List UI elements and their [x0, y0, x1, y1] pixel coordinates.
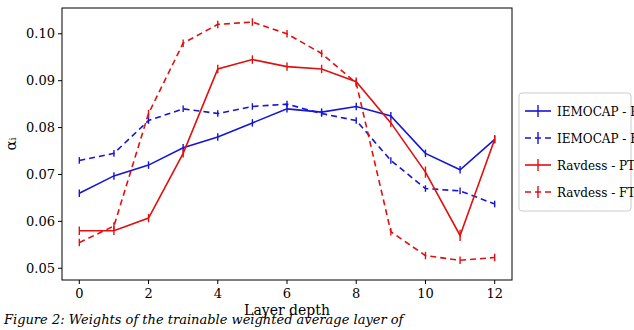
legend-label: Ravdess - FT: [557, 186, 634, 200]
error-bar: [182, 39, 183, 47]
legend-label: IEMOCAP - PT: [557, 105, 634, 119]
x-tick: [425, 280, 426, 284]
x-tick-label: 6: [283, 286, 291, 301]
error-bar: [425, 150, 426, 158]
error-bar: [390, 228, 391, 236]
error-bar: [79, 227, 80, 235]
error-bar: [148, 110, 149, 118]
error-bar: [494, 201, 495, 208]
y-tick: [58, 33, 62, 34]
error-bar: [321, 50, 322, 58]
caption: Figure 2: Weights of the trainable weigh…: [3, 312, 406, 327]
error-bar: [217, 65, 218, 73]
error-bar: [356, 77, 357, 85]
error-bar: [79, 189, 80, 197]
error-bar: [321, 110, 322, 117]
y-tick: [58, 127, 62, 128]
x-tick: [287, 280, 288, 284]
error-bar: [425, 167, 426, 178]
series-line: [79, 60, 494, 236]
legend-swatch-bar: [537, 159, 538, 171]
series-line: [79, 104, 494, 204]
legend-swatch-bar: [537, 132, 538, 144]
error-bar: [286, 101, 287, 108]
error-bar: [252, 103, 253, 110]
x-tick: [494, 280, 495, 284]
legend: IEMOCAP - PT IEMOCAP - FT Ravdess - PT Ravd…: [519, 93, 634, 211]
y-tick: [58, 221, 62, 222]
error-bar: [356, 79, 357, 87]
legend-swatch-bar: [537, 186, 538, 198]
x-tick-label: 10: [417, 286, 434, 301]
series-group: [79, 18, 494, 264]
x-tick: [79, 280, 80, 284]
error-bar: [459, 230, 460, 241]
error-bar: [252, 55, 253, 63]
y-axis-label: αᵢ: [2, 137, 20, 150]
error-bar: [79, 157, 80, 164]
error-bar: [356, 103, 357, 111]
error-bar: [425, 252, 426, 260]
error-bar: [148, 117, 149, 124]
x-tick: [217, 280, 218, 284]
error-bar: [148, 161, 149, 169]
x-tick-label: 4: [214, 286, 222, 301]
error-bar: [217, 133, 218, 141]
legend-swatch-bar: [537, 105, 538, 117]
y-tick-label: 0.10: [26, 26, 55, 41]
y-tick-label: 0.07: [26, 167, 55, 182]
x-tick-label: 8: [352, 286, 360, 301]
error-bar: [459, 257, 460, 265]
error-bar: [113, 150, 114, 157]
legend-label: Ravdess - PT: [557, 159, 634, 173]
error-bar: [321, 108, 322, 116]
y-tick-label: 0.08: [26, 120, 55, 135]
error-bar: [494, 136, 495, 144]
series-line: [79, 106, 494, 193]
error-bar: [494, 135, 495, 143]
error-bar: [217, 21, 218, 29]
error-bar: [113, 222, 114, 230]
y-tick-label: 0.06: [26, 214, 55, 229]
y-tick-label: 0.05: [26, 261, 55, 276]
plot-frame: [62, 8, 512, 280]
x-tick-label: 2: [144, 286, 152, 301]
x-tick-label: 12: [486, 286, 503, 301]
x-tick-label: 0: [75, 286, 83, 301]
error-bar: [390, 157, 391, 164]
error-bar: [113, 172, 114, 180]
y-tick-label: 0.09: [26, 73, 55, 88]
error-bar: [459, 188, 460, 195]
error-bar: [459, 166, 460, 174]
x-tick: [148, 280, 149, 284]
error-bar: [79, 239, 80, 247]
error-bar: [286, 30, 287, 38]
series-line: [79, 22, 494, 260]
error-bar: [182, 149, 183, 157]
y-tick: [58, 268, 62, 269]
x-tick: [356, 280, 357, 284]
error-bar: [252, 119, 253, 127]
error-bar: [321, 65, 322, 73]
chart: 0246810120.050.060.070.080.090.10Layer d…: [0, 0, 634, 330]
error-bar: [252, 18, 253, 26]
y-tick: [58, 80, 62, 81]
error-bar: [390, 112, 391, 120]
error-bar: [286, 62, 287, 70]
error-bar: [390, 119, 391, 127]
error-bar: [217, 110, 218, 117]
error-bar: [425, 185, 426, 192]
error-bar: [494, 254, 495, 262]
y-tick: [58, 174, 62, 175]
legend-label: IEMOCAP - FT: [557, 132, 634, 146]
error-bar: [356, 117, 357, 124]
error-bar: [148, 214, 149, 222]
error-bar: [182, 106, 183, 113]
